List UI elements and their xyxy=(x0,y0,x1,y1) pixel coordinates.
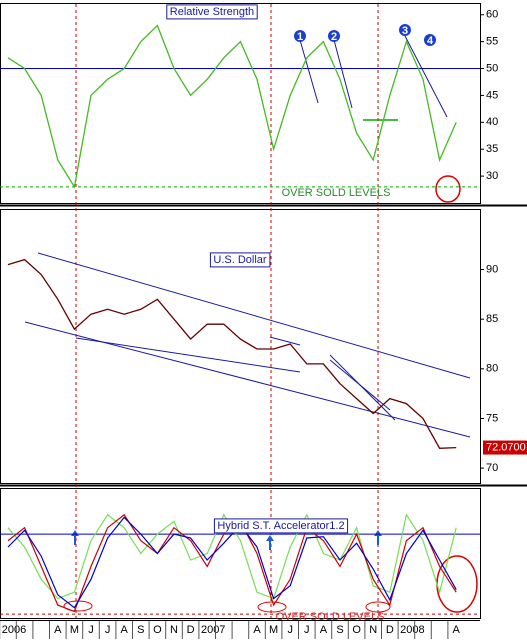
panel-title: U.S. Dollar xyxy=(213,254,267,266)
note: OVER SOLD LEVELS xyxy=(282,187,391,199)
y-tick-label: 30 xyxy=(486,170,498,182)
x-tick-label: 2006 xyxy=(2,624,26,636)
y-tick-label: 75 xyxy=(486,412,498,424)
panel-title: Relative Strength xyxy=(170,6,254,18)
x-tick-label: M xyxy=(269,624,278,636)
panel-frame xyxy=(0,3,481,204)
series-line xyxy=(7,516,457,609)
y-tick-label: 85 xyxy=(486,313,498,325)
x-tick-label: O xyxy=(352,624,361,636)
highlight-circle xyxy=(435,175,461,203)
note: OVER SOLD LEVELS xyxy=(276,611,385,623)
x-tick-label: A xyxy=(320,624,328,636)
y-tick-label: 80 xyxy=(486,363,498,375)
y-tick-label: 55 xyxy=(486,36,498,48)
x-tick-label: J xyxy=(287,624,293,636)
channel-lines xyxy=(24,252,471,438)
x-tick-label: J xyxy=(304,624,310,636)
x-tick-label: O xyxy=(153,624,162,636)
marker-label: 1 xyxy=(297,31,303,43)
panel-frame xyxy=(0,488,481,619)
panel-frame xyxy=(0,209,481,484)
marker-circle xyxy=(424,34,436,46)
x-tick-label: 2008 xyxy=(400,624,424,636)
x-tick-label: N xyxy=(369,624,377,636)
x-tick-label: A xyxy=(54,624,62,636)
event-lines xyxy=(75,4,379,618)
x-tick-label: D xyxy=(386,624,394,636)
y-tick-label: 90 xyxy=(486,263,498,275)
y-tick-label: 40 xyxy=(486,116,498,128)
x-tick-label: D xyxy=(187,624,195,636)
panel-title: Hybrid S.T. Accelerator1.2 xyxy=(217,520,344,532)
title-box xyxy=(209,252,271,268)
marker-label: 4 xyxy=(427,35,434,47)
highlight-circle xyxy=(365,601,391,613)
marker-label: 2 xyxy=(331,31,337,43)
title-box xyxy=(213,518,349,534)
marker-label: 3 xyxy=(402,25,408,37)
x-tick-label: J xyxy=(88,624,94,636)
x-tick-label: S xyxy=(336,624,343,636)
series-line xyxy=(7,24,457,189)
y-tick-label: 70 xyxy=(486,462,498,474)
marker-circle xyxy=(328,30,340,42)
x-tick-label: A xyxy=(121,624,129,636)
marker-circle xyxy=(294,30,306,42)
x-tick-label: S xyxy=(137,624,144,636)
x-tick-label: J xyxy=(105,624,111,636)
x-tick-label: A xyxy=(453,624,461,636)
value-label: 72.0700 xyxy=(486,441,526,453)
y-tick-label: 60 xyxy=(486,9,498,21)
y-tick-label: 35 xyxy=(486,143,498,155)
y-tick-label: 45 xyxy=(486,89,498,101)
x-tick-label: N xyxy=(170,624,178,636)
title-box xyxy=(166,4,258,20)
x-tick-label: 2007 xyxy=(201,624,225,636)
x-tick-label: M xyxy=(70,624,79,636)
series-line xyxy=(7,258,457,449)
x-tick-label: A xyxy=(253,624,261,636)
value-label-box xyxy=(483,440,527,455)
y-tick-label: 50 xyxy=(486,62,498,74)
marker-circle xyxy=(399,24,411,36)
trend-lines xyxy=(299,35,448,118)
